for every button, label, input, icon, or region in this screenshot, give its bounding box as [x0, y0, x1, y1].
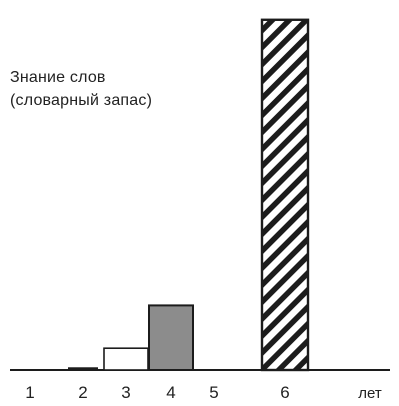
x-tick-label-3: 3: [121, 383, 130, 402]
bar-3: [103, 347, 149, 371]
y-axis-label: Знание слов (словарный запас): [10, 69, 153, 110]
x-tick-label-2: 2: [78, 383, 87, 402]
bar-6: [260, 18, 310, 372]
x-tick-label-1: 1: [25, 383, 34, 402]
bars-group: [68, 18, 310, 372]
x-tick-labels: 1 2 3 4 5 6: [25, 383, 289, 402]
bar-4: [148, 304, 194, 372]
x-tick-label-6: 6: [280, 383, 289, 402]
x-tick-label-4: 4: [166, 383, 175, 402]
x-axis-label: лет: [358, 385, 382, 402]
bar-2: [68, 367, 98, 370]
x-tick-label-5: 5: [209, 383, 218, 402]
